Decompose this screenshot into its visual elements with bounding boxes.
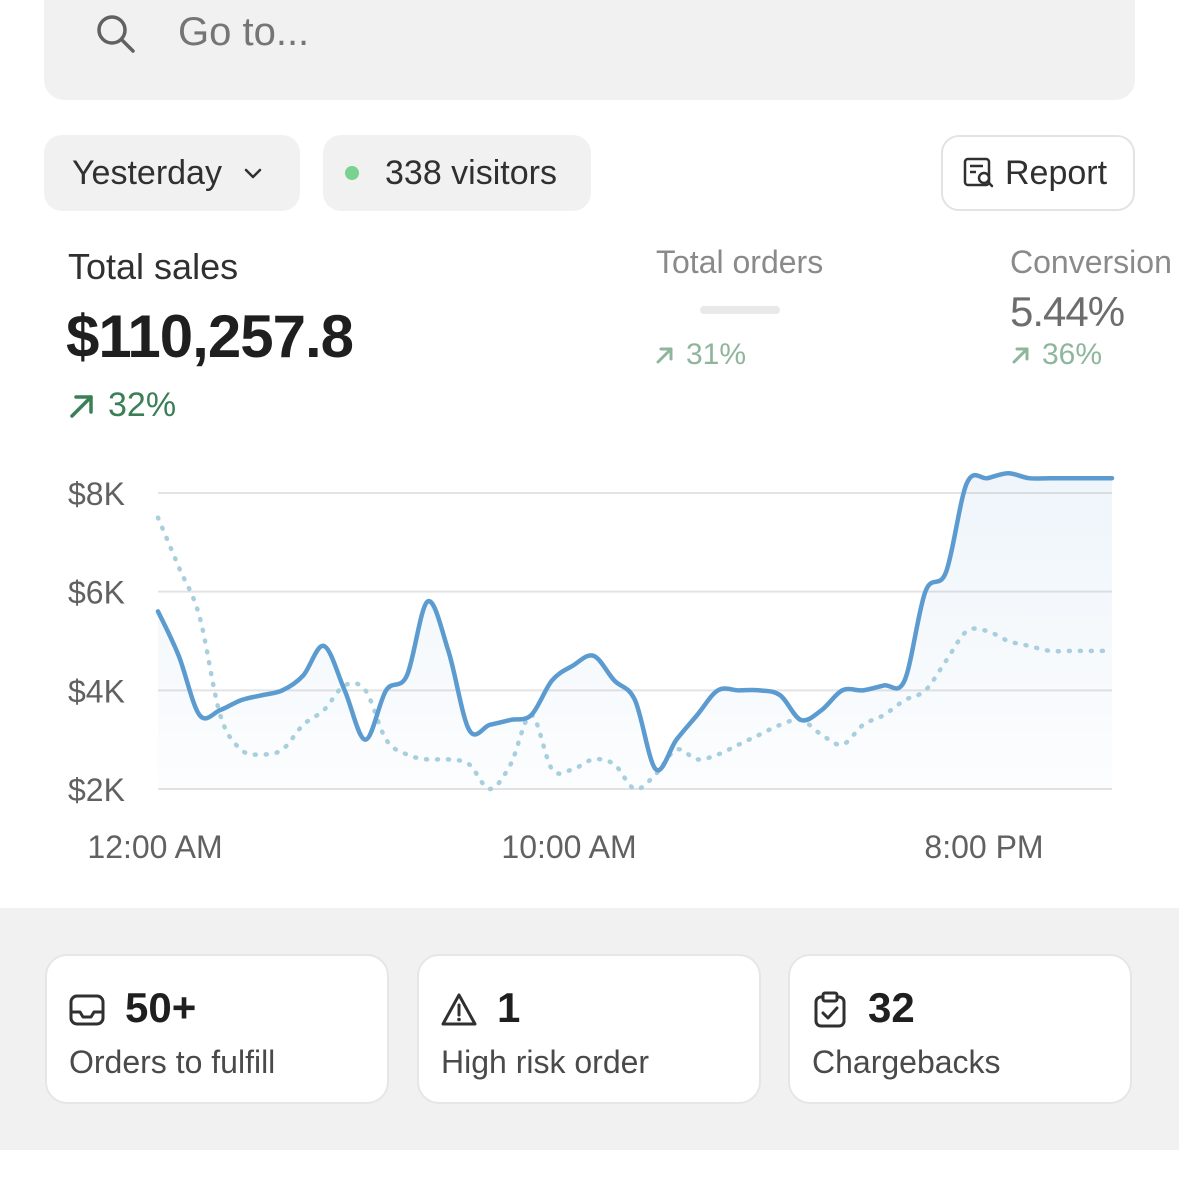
report-icon <box>963 157 994 188</box>
high-risk-order-count: 1 <box>497 984 521 1031</box>
chevron-down-icon <box>244 168 262 179</box>
high-risk-order-label: High risk order <box>441 1044 650 1080</box>
y-tick-label: $2K <box>68 772 125 808</box>
conversion-label: Conversion <box>1010 244 1172 280</box>
comparison-series-line <box>155 515 1115 792</box>
conversion-value: 5.44% <box>1010 288 1125 335</box>
visitors-count: 338 visitors <box>385 153 557 192</box>
search-bar[interactable] <box>44 0 1135 100</box>
search-icon <box>97 15 135 53</box>
warning-icon <box>441 993 477 1026</box>
total-sales-change: 32% <box>108 386 177 424</box>
total-sales-label: Total sales <box>68 246 239 287</box>
total-orders-trend: 31% <box>654 338 746 372</box>
chargebacks-card[interactable]: 32 Chargebacks <box>788 954 1132 1104</box>
conversion-trend: 36% <box>1010 338 1102 372</box>
live-dot-icon <box>345 166 359 180</box>
chargebacks-count: 32 <box>868 984 915 1031</box>
high-risk-order-card[interactable]: 1 High risk order <box>417 954 761 1104</box>
conversion-metric: Conversion 5.44% 36% <box>1010 240 1179 380</box>
total-orders-blurred-value <box>700 306 780 314</box>
x-tick-label: 10:00 AM <box>501 829 636 865</box>
inbox-icon <box>69 994 105 1026</box>
search-input[interactable] <box>178 10 778 55</box>
chart-x-axis: 12:00 AM 10:00 AM 8:00 PM <box>87 829 1043 865</box>
report-label: Report <box>1005 153 1108 192</box>
arrow-up-right-icon <box>70 394 93 418</box>
arrow-up-right-icon <box>1012 347 1029 364</box>
total-sales-value: $110,257.8 <box>66 303 354 370</box>
current-series-line <box>155 471 1115 773</box>
x-tick-label: 12:00 AM <box>87 829 222 865</box>
chargebacks-label: Chargebacks <box>812 1044 1001 1080</box>
x-tick-label: 8:00 PM <box>924 829 1043 865</box>
total-orders-label: Total orders <box>656 244 824 280</box>
task-cards-section: 50+ Orders to fulfill 1 High risk order … <box>0 908 1179 1150</box>
y-tick-label: $8K <box>68 476 125 512</box>
conversion-change: 36% <box>1042 338 1103 371</box>
chart-series <box>155 471 1115 792</box>
chart-y-axis: $8K $6K $4K $2K <box>68 476 125 808</box>
date-range-selector[interactable]: Yesterday <box>44 135 300 211</box>
sales-chart: $8K $6K $4K $2K 12:00 AM 10:00 AM 8:00 PM <box>68 471 1115 865</box>
date-range-label: Yesterday <box>72 153 222 192</box>
arrow-up-right-icon <box>656 347 673 364</box>
report-button[interactable]: Report <box>941 135 1135 211</box>
orders-to-fulfill-label: Orders to fulfill <box>69 1044 276 1080</box>
clipboard-check-icon <box>814 991 846 1028</box>
orders-to-fulfill-count: 50+ <box>125 984 197 1031</box>
current-series-area <box>158 473 1112 789</box>
total-sales-trend: 32% <box>66 386 176 425</box>
y-tick-label: $4K <box>68 673 125 709</box>
live-visitors-badge[interactable]: 338 visitors <box>323 135 591 211</box>
orders-to-fulfill-card[interactable]: 50+ Orders to fulfill <box>45 954 389 1104</box>
total-orders-change: 31% <box>686 338 747 371</box>
y-tick-label: $6K <box>68 575 125 611</box>
